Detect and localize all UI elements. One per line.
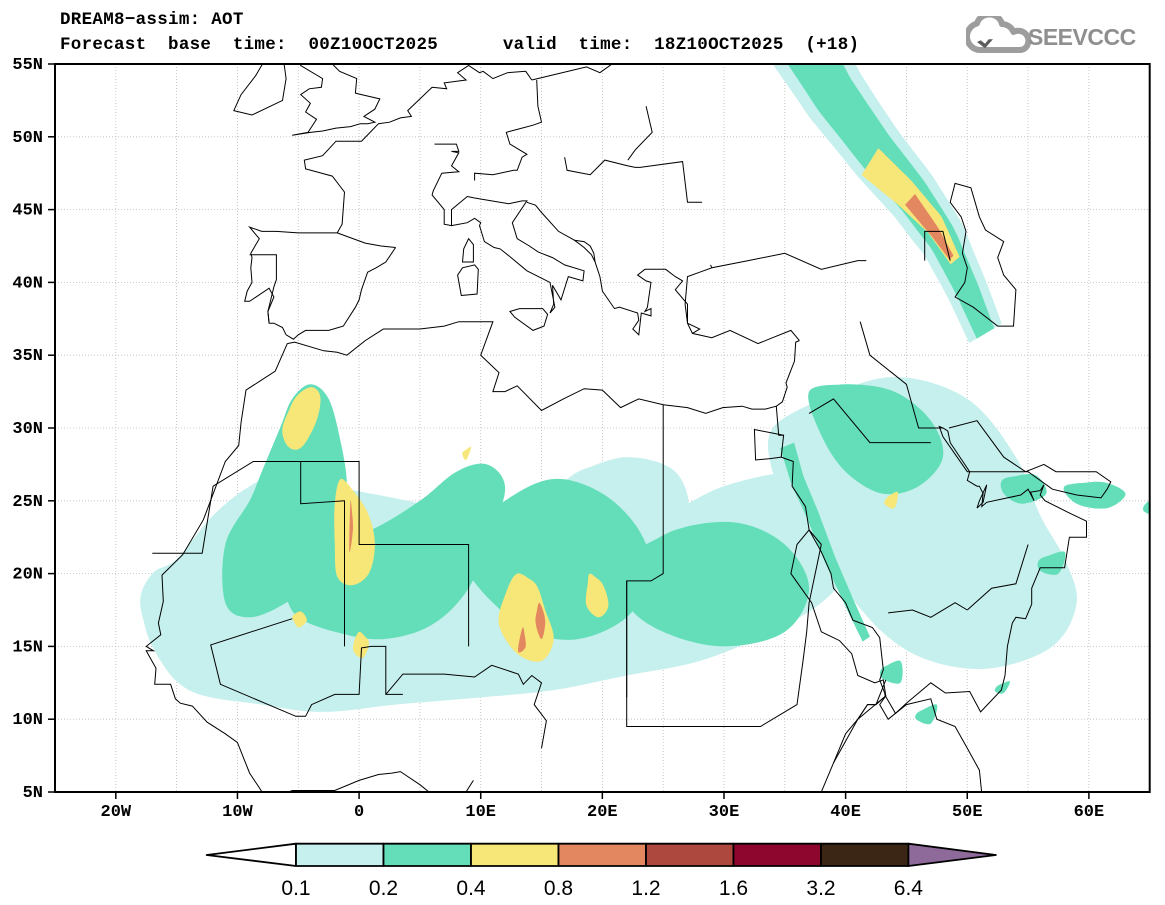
- svg-text:55N: 55N: [12, 56, 43, 75]
- svg-text:30N: 30N: [12, 420, 43, 439]
- svg-text:20W: 20W: [101, 803, 132, 822]
- svg-text:25N: 25N: [12, 493, 43, 512]
- svg-text:30E: 30E: [709, 803, 740, 822]
- svg-text:0.1: 0.1: [281, 877, 310, 900]
- svg-text:0: 0: [354, 803, 364, 822]
- svg-text:60E: 60E: [1074, 803, 1105, 822]
- svg-text:0.2: 0.2: [369, 877, 398, 900]
- svg-text:20E: 20E: [587, 803, 618, 822]
- svg-text:40N: 40N: [12, 274, 43, 293]
- svg-text:1.6: 1.6: [719, 877, 748, 900]
- svg-text:0.8: 0.8: [544, 877, 573, 900]
- svg-text:15N: 15N: [12, 638, 43, 657]
- svg-text:10N: 10N: [12, 711, 43, 730]
- svg-text:35N: 35N: [12, 347, 43, 366]
- svg-text:40E: 40E: [830, 803, 861, 822]
- svg-text:50E: 50E: [952, 803, 983, 822]
- svg-text:10E: 10E: [465, 803, 496, 822]
- svg-text:0.4: 0.4: [456, 877, 486, 900]
- svg-text:50N: 50N: [12, 129, 43, 148]
- svg-text:5N: 5N: [23, 784, 43, 803]
- svg-text:10W: 10W: [222, 803, 253, 822]
- svg-text:6.4: 6.4: [894, 877, 924, 900]
- svg-text:20N: 20N: [12, 566, 43, 585]
- svg-text:3.2: 3.2: [806, 877, 835, 900]
- svg-text:1.2: 1.2: [631, 877, 660, 900]
- svg-text:45N: 45N: [12, 202, 43, 221]
